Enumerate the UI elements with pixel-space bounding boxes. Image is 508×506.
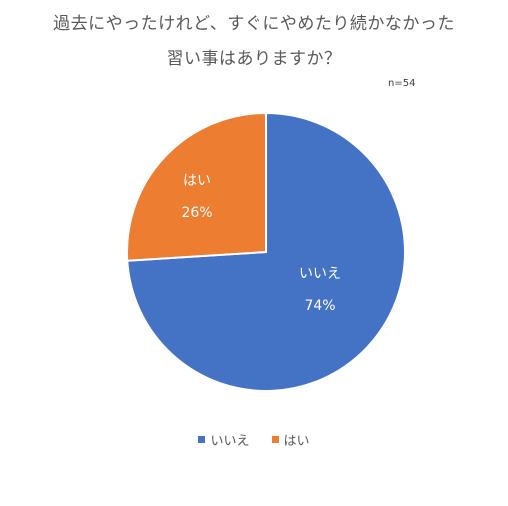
slice-label-name-hai: はい	[183, 173, 211, 189]
slice-label-name-iie: いいえ	[299, 266, 341, 282]
sample-size-label: n=54	[388, 78, 416, 89]
legend-swatch-iie	[198, 436, 206, 443]
pie-slices	[126, 111, 406, 392]
slice-label-value-hai: 26%	[181, 205, 212, 221]
chart-title-line-2: 習い事はありますか？	[166, 49, 342, 69]
slice-label-value-iie: 74%	[304, 298, 335, 314]
chart-legend: いいえ はい	[0, 430, 508, 449]
legend-item-iie: いいえ	[198, 430, 250, 449]
pie-slice-hai	[126, 111, 267, 262]
chart-title-line-1: 過去にやったけれど、すぐにやめたり続かなかった	[53, 14, 455, 34]
pie-labels: いいえ 74% はい 26%	[181, 173, 341, 314]
legend-swatch-hai	[271, 436, 279, 443]
legend-item-hai: はい	[271, 430, 310, 449]
legend-label-hai: はい	[283, 434, 310, 449]
legend-label-iie: いいえ	[210, 434, 250, 449]
